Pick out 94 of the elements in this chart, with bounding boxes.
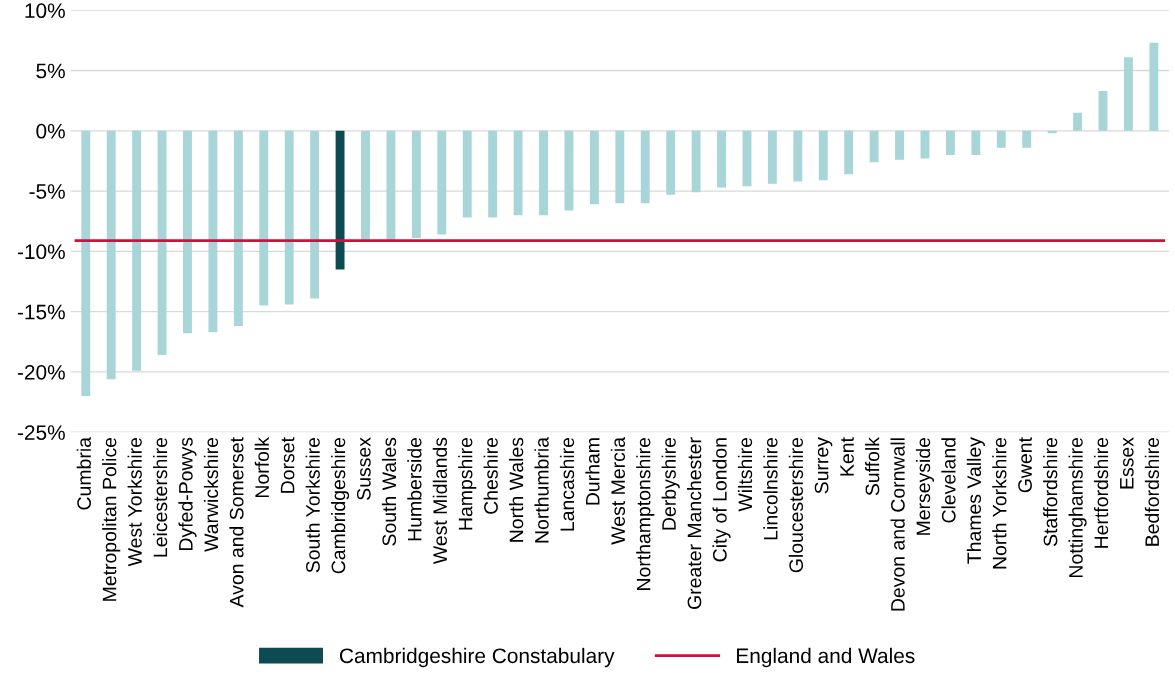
bar <box>1098 91 1108 131</box>
bar <box>793 130 803 182</box>
x-tick-label: Lincolnshire <box>763 437 778 540</box>
x-tick-label: Cheshire <box>483 437 498 514</box>
bar <box>157 130 167 356</box>
x-tick-label: Leicestershire <box>152 437 168 557</box>
bar <box>208 130 218 333</box>
bar <box>106 130 116 380</box>
bar <box>488 130 498 218</box>
x-tick-label: Hertfordshire <box>1093 437 1109 548</box>
bar <box>767 130 777 184</box>
bar <box>233 130 243 327</box>
bar <box>259 130 269 306</box>
bar <box>513 130 523 216</box>
x-tick-label: Wiltshire <box>737 437 753 512</box>
x-tick-label: Dorset <box>280 437 295 493</box>
bar <box>183 130 192 334</box>
bar <box>640 130 650 204</box>
x-tick-label: West Yorkshire <box>127 437 142 567</box>
x-tick-label: Thames Valley <box>966 437 985 564</box>
bar <box>437 130 447 235</box>
x-tick-label: Suffolk <box>865 437 880 496</box>
bar <box>971 130 981 155</box>
x-tick-label: Dyfed-Powys <box>178 437 197 550</box>
bar <box>81 130 91 397</box>
bar <box>284 130 294 305</box>
x-tick-label: Warwickshire <box>203 437 219 552</box>
bar <box>1149 42 1159 131</box>
bar <box>411 130 421 239</box>
x-tick-label: Gwent <box>1018 437 1032 493</box>
y-tick-label: 5% <box>36 63 65 79</box>
y-tick-label: -25% <box>17 425 65 440</box>
x-tick-label: Lancashire <box>559 437 575 531</box>
y-tick-label: -10% <box>17 244 65 260</box>
x-tick-label: Northumbria <box>534 437 549 543</box>
x-tick-label: South Wales <box>381 437 397 546</box>
bar <box>462 130 472 218</box>
bar <box>335 130 345 270</box>
x-tick-label: Humberside <box>407 437 422 541</box>
x-tick-label: Gloucestershire <box>788 437 804 573</box>
x-tick-label: Metropolitan Police <box>102 437 121 601</box>
x-tick-label: City of London <box>712 438 731 562</box>
x-tick-label: Northamptonshire <box>636 437 655 590</box>
x-tick-label: Bedfordshire <box>1144 437 1160 546</box>
x-tick-label: Devon and Cornwall <box>890 438 905 611</box>
bar <box>615 130 625 204</box>
x-tick-label: Cumbria <box>76 437 91 510</box>
bar <box>844 130 854 175</box>
y-tick-label: -5% <box>29 184 65 199</box>
y-tick-label: -15% <box>17 304 65 320</box>
x-tick-label: Hampshire <box>458 437 477 530</box>
bar <box>539 130 548 216</box>
y-tick-label: 0% <box>36 123 65 139</box>
bar <box>920 130 930 159</box>
y-tick-label: 10% <box>25 3 65 19</box>
bar <box>717 130 726 188</box>
x-tick-label: West Mercia <box>610 437 626 545</box>
bar <box>386 130 396 241</box>
bar <box>589 130 599 205</box>
x-tick-label: North Yorkshire <box>992 437 1007 569</box>
bar <box>818 130 828 181</box>
bar <box>1123 57 1133 131</box>
x-tick-label: Staffordshire <box>1043 437 1058 547</box>
legend-label: Cambridgeshire Constabulary <box>340 647 615 668</box>
x-tick-label: Surrey <box>814 437 833 494</box>
x-tick-label: Cleveland <box>941 438 956 523</box>
x-tick-label: North Wales <box>509 437 524 542</box>
x-tick-label: Greater Manchester <box>687 437 702 609</box>
y-tick-label: -20% <box>17 364 65 380</box>
bar <box>666 130 676 195</box>
x-tick-label: West Midlands <box>432 437 448 565</box>
x-tick-label: Kent <box>840 437 854 476</box>
bar <box>564 130 574 211</box>
bar <box>310 130 320 299</box>
x-tick-label: Merseyside <box>915 437 935 535</box>
bar <box>132 130 142 371</box>
x-tick-label: Derbyshire <box>661 437 680 530</box>
x-tick-label: Cambridgeshire <box>331 437 350 574</box>
x-tick-label: Norfolk <box>254 437 269 498</box>
x-tick-label: Sussex <box>356 437 371 500</box>
bar <box>361 130 370 242</box>
bar <box>996 130 1006 148</box>
x-tick-label: Avon and Somerset <box>229 437 244 608</box>
bar <box>869 130 879 163</box>
legend-label: England and Wales <box>737 647 915 668</box>
x-tick-label: Nottinghamshire <box>1068 437 1087 578</box>
bar <box>945 130 955 155</box>
bar <box>1022 130 1032 148</box>
x-tick-label: Essex <box>1120 437 1134 489</box>
bar <box>1073 112 1083 131</box>
bar <box>895 130 905 160</box>
bar <box>691 130 701 193</box>
x-tick-label: Durham <box>585 438 600 505</box>
x-tick-label: South Yorkshire <box>305 437 320 573</box>
